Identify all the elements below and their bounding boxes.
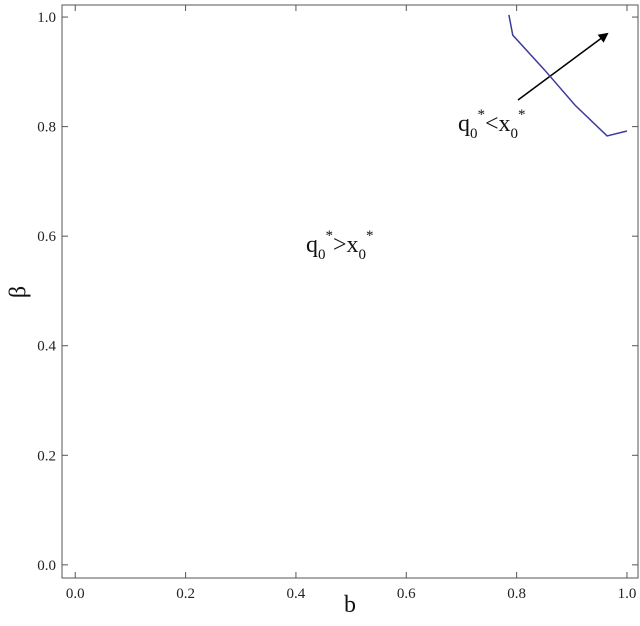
label-part: >: [333, 232, 347, 258]
region-label: q0*>x0*: [306, 228, 374, 263]
label-part: x: [499, 111, 511, 137]
label-part: 0: [470, 126, 478, 142]
label-part: 0: [318, 247, 326, 263]
label-part: *: [326, 228, 334, 244]
label-part: 0: [359, 247, 367, 263]
x-tick-label: 0.6: [397, 586, 416, 602]
y-axis-label: β: [6, 286, 32, 298]
label-part: *: [518, 107, 526, 123]
x-tick-label: 0.0: [66, 586, 85, 602]
label-part: q: [306, 232, 318, 258]
x-axis-label: b: [344, 592, 356, 618]
x-tick-label: 1.0: [618, 586, 637, 602]
y-tick-label: 0.6: [37, 229, 56, 245]
arrow: [517, 32, 609, 101]
y-tick-label: 0.4: [37, 339, 56, 355]
x-tick-label: 0.8: [507, 586, 526, 602]
label-part: x: [347, 232, 359, 258]
label-part: *: [366, 228, 374, 244]
label-part: q: [458, 111, 470, 137]
label-part: *: [478, 107, 486, 123]
y-tick-label: 1.0: [37, 10, 56, 26]
label-part: <: [485, 111, 499, 137]
y-tick-label: 0.0: [37, 558, 56, 574]
x-tick-label: 0.2: [176, 586, 195, 602]
plot-frame: [61, 4, 639, 579]
x-tick-label: 0.4: [287, 586, 306, 602]
boundary-line: [508, 14, 628, 137]
y-tick-label: 0.8: [37, 120, 56, 136]
label-part: 0: [511, 126, 519, 142]
y-tick-label: 0.2: [37, 448, 56, 464]
region-label: q0*<x0*: [458, 107, 526, 142]
